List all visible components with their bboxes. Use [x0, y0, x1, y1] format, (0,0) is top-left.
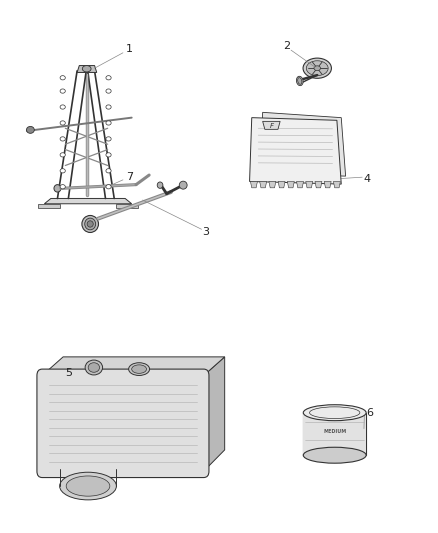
Polygon shape — [315, 181, 322, 188]
Polygon shape — [38, 204, 60, 208]
Ellipse shape — [314, 66, 321, 70]
Polygon shape — [260, 181, 267, 188]
Ellipse shape — [60, 472, 117, 500]
Text: 2: 2 — [283, 41, 290, 51]
Ellipse shape — [106, 184, 111, 189]
Ellipse shape — [60, 89, 65, 93]
Polygon shape — [204, 357, 225, 471]
Polygon shape — [303, 413, 366, 455]
Polygon shape — [42, 357, 225, 375]
Ellipse shape — [60, 137, 65, 141]
Text: MEDIUM: MEDIUM — [323, 429, 346, 434]
Ellipse shape — [106, 89, 111, 93]
Polygon shape — [333, 181, 340, 188]
Ellipse shape — [106, 153, 111, 157]
Polygon shape — [297, 181, 304, 188]
Ellipse shape — [132, 365, 147, 373]
Ellipse shape — [298, 78, 302, 84]
Ellipse shape — [66, 476, 110, 496]
Polygon shape — [44, 198, 132, 204]
Text: 6: 6 — [366, 408, 373, 418]
Ellipse shape — [85, 360, 102, 375]
Polygon shape — [77, 66, 97, 72]
Ellipse shape — [106, 168, 111, 173]
Ellipse shape — [157, 182, 163, 188]
Ellipse shape — [179, 181, 187, 189]
Text: 5: 5 — [65, 368, 72, 378]
Ellipse shape — [82, 215, 99, 232]
Ellipse shape — [106, 105, 111, 109]
Ellipse shape — [306, 61, 328, 76]
Ellipse shape — [303, 405, 366, 421]
Ellipse shape — [106, 76, 111, 80]
Ellipse shape — [82, 66, 91, 72]
Text: 4: 4 — [364, 174, 371, 184]
Polygon shape — [263, 122, 280, 130]
Ellipse shape — [85, 218, 95, 230]
Ellipse shape — [60, 105, 65, 109]
Polygon shape — [287, 181, 294, 188]
FancyBboxPatch shape — [37, 369, 209, 478]
Ellipse shape — [60, 76, 65, 80]
Polygon shape — [278, 181, 285, 188]
Ellipse shape — [88, 363, 99, 372]
Polygon shape — [269, 181, 276, 188]
Ellipse shape — [303, 58, 332, 78]
Ellipse shape — [303, 447, 366, 463]
Polygon shape — [261, 112, 346, 176]
Polygon shape — [306, 181, 313, 188]
Text: 1: 1 — [126, 44, 133, 53]
Text: 7: 7 — [126, 172, 133, 182]
Ellipse shape — [60, 121, 65, 125]
Polygon shape — [250, 118, 341, 184]
Ellipse shape — [54, 184, 61, 192]
Ellipse shape — [106, 121, 111, 125]
Ellipse shape — [129, 363, 150, 375]
Ellipse shape — [60, 184, 65, 189]
Ellipse shape — [60, 168, 65, 173]
Polygon shape — [251, 181, 258, 188]
Ellipse shape — [297, 76, 303, 86]
Ellipse shape — [87, 221, 93, 227]
Polygon shape — [117, 204, 138, 208]
Polygon shape — [324, 181, 331, 188]
Ellipse shape — [60, 153, 65, 157]
Ellipse shape — [26, 126, 34, 133]
Text: 3: 3 — [202, 227, 209, 237]
Text: F: F — [269, 123, 273, 128]
Ellipse shape — [106, 137, 111, 141]
